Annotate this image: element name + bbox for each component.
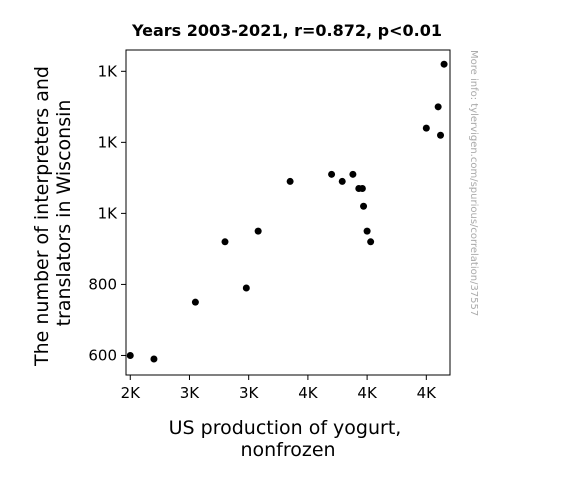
data-point — [242, 284, 250, 292]
data-point — [358, 185, 366, 193]
y-tick-label: 800 — [88, 275, 117, 293]
data-point — [422, 124, 430, 132]
x-tick-label: 3K — [180, 384, 201, 402]
data-point — [328, 170, 336, 178]
y-tick-label: 600 — [88, 346, 117, 364]
y-tick-label: 1K — [98, 133, 119, 151]
data-points — [126, 60, 448, 363]
source-watermark: More info: tylervigen.com/spurious/corre… — [468, 50, 479, 316]
y-tick-label: 1K — [98, 204, 119, 222]
data-point — [440, 60, 448, 68]
plot-area — [125, 49, 451, 376]
chart-title: Years 2003-2021, r=0.872, p<0.01 — [131, 21, 442, 40]
data-point — [437, 131, 445, 139]
y-axis-ticks: 600 800 1K 1K 1K — [88, 62, 126, 364]
data-point — [363, 227, 371, 235]
x-axis-label: US production of yogurt, nonfrozen — [169, 417, 408, 461]
data-point — [367, 238, 375, 246]
x-axis-ticks: 2K 3K 3K 4K 4K 4K — [121, 375, 438, 402]
data-point — [221, 238, 229, 246]
data-point — [434, 103, 442, 111]
y-axis-label-line-1: The number of interpreters and — [31, 66, 53, 367]
data-point — [254, 227, 262, 235]
y-axis-label: The number of interpreters and translato… — [31, 60, 75, 367]
x-tick-label: 4K — [417, 384, 438, 402]
x-tick-label: 3K — [239, 384, 260, 402]
data-point — [286, 177, 294, 185]
data-point — [150, 355, 158, 363]
data-point — [126, 351, 134, 359]
y-tick-label: 1K — [98, 62, 119, 80]
x-tick-label: 2K — [121, 384, 142, 402]
data-point — [349, 170, 357, 178]
data-point — [191, 298, 199, 306]
data-point — [360, 202, 368, 210]
x-axis-label-line-1: US production of yogurt, — [169, 417, 402, 439]
y-axis-label-line-2: translators in Wisconsin — [53, 100, 75, 327]
x-tick-label: 4K — [357, 384, 378, 402]
x-axis-label-line-2: nonfrozen — [240, 439, 335, 461]
data-point — [338, 177, 346, 185]
x-tick-label: 4K — [298, 384, 319, 402]
